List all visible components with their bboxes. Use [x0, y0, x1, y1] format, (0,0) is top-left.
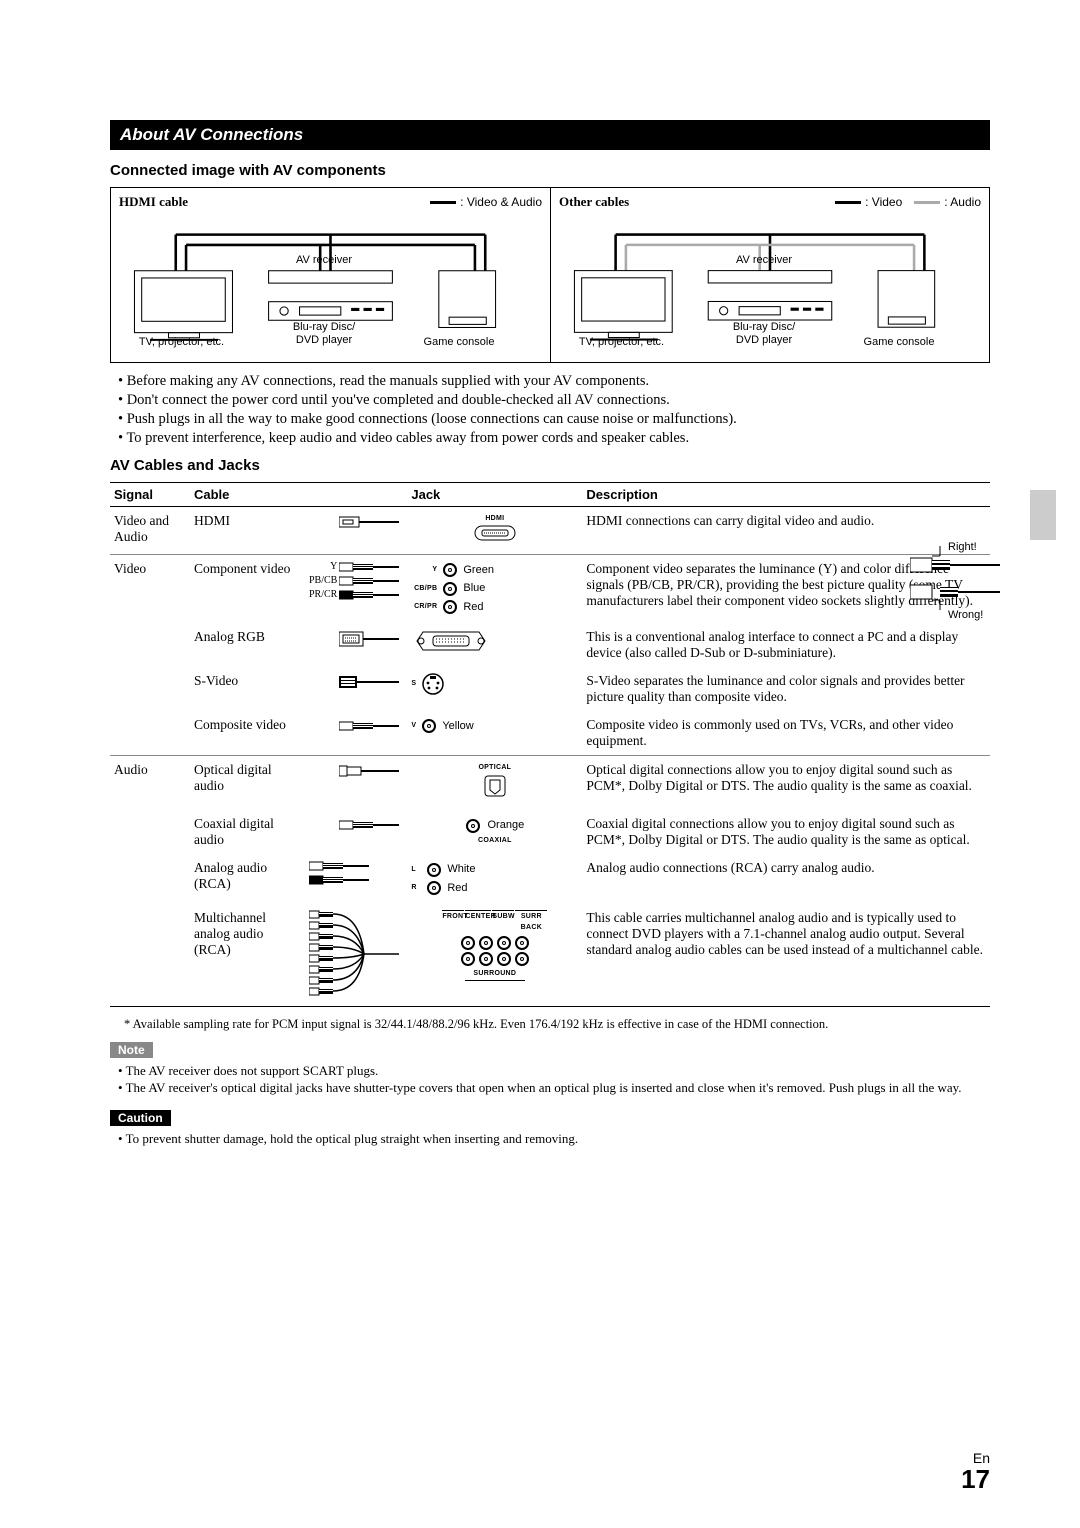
table-row: Analog RGB This is a conventional analog…	[110, 623, 990, 667]
diagram-other: Other cables : Video : Audio AV receiver…	[550, 188, 989, 362]
legend-va: : Video & Audio	[460, 195, 542, 209]
subheading-connected: Connected image with AV components	[110, 162, 990, 179]
note-1: The AV receiver does not support SCART p…	[110, 1063, 990, 1079]
cell-cable: HDMI	[190, 507, 305, 555]
cell-cable-icon	[305, 904, 407, 1007]
cables-table: Signal Cable Jack Description Video and …	[110, 482, 990, 1007]
cell-signal	[110, 904, 190, 1007]
cell-signal	[110, 810, 190, 854]
page-number: 17	[961, 1466, 990, 1492]
cell-jack	[407, 623, 582, 667]
connection-tips: Before making any AV connections, read t…	[110, 373, 800, 447]
th-desc: Description	[582, 483, 990, 507]
svg-text:Wrong!: Wrong!	[948, 609, 983, 621]
cell-jack: VYellow	[407, 711, 582, 756]
cell-desc: S-Video separates the luminance and colo…	[582, 667, 990, 711]
side-tab	[1030, 490, 1056, 540]
table-row: Multichannel analog audio (RCA) FRONTCEN…	[110, 904, 990, 1007]
cell-cable: Component video	[190, 554, 305, 623]
cell-desc: This cable carries multichannel analog a…	[582, 904, 990, 1007]
subheading-cables: AV Cables and Jacks	[110, 457, 990, 474]
table-row: Coaxial digital audio OrangeCOAXIAL Coax…	[110, 810, 990, 854]
other-title: Other cables	[559, 194, 629, 210]
cell-signal	[110, 711, 190, 756]
cell-cable: Analog RGB	[190, 623, 305, 667]
plug-diagram: Right! Wrong!	[910, 540, 1000, 628]
cell-jack: OrangeCOAXIAL	[407, 810, 582, 854]
caution-1: To prevent shutter damage, hold the opti…	[110, 1131, 990, 1147]
tip-4: To prevent interference, keep audio and …	[110, 430, 800, 447]
table-row: Composite video VYellow Composite video …	[110, 711, 990, 756]
cell-cable: Optical digital audio	[190, 755, 305, 810]
cell-cable: S-Video	[190, 667, 305, 711]
cell-desc: Composite video is commonly used on TVs,…	[582, 711, 990, 756]
cell-signal: Audio	[110, 755, 190, 810]
cell-cable: Analog audio (RCA)	[190, 854, 305, 903]
th-signal: Signal	[110, 483, 190, 507]
cell-cable-icon	[305, 623, 407, 667]
cell-signal	[110, 667, 190, 711]
caution-tag: Caution	[110, 1110, 171, 1126]
cell-cable: Multichannel analog audio (RCA)	[190, 904, 305, 1007]
cell-jack: S	[407, 667, 582, 711]
cell-cable-icon: YPB/CBPR/CR	[305, 554, 407, 623]
tip-3: Push plugs in all the way to make good c…	[110, 411, 800, 428]
cell-signal: Video	[110, 554, 190, 623]
pcm-footnote: * Available sampling rate for PCM input …	[110, 1017, 990, 1032]
cell-jack: FRONTCENTERSUBWSURR BACKSURROUND	[407, 904, 582, 1007]
cell-signal	[110, 854, 190, 903]
cell-jack: LWhiteRRed	[407, 854, 582, 903]
cell-desc: Coaxial digital connections allow you to…	[582, 810, 990, 854]
cell-cable-icon	[305, 854, 407, 903]
label-tv2: TV, projector, etc.	[564, 336, 679, 349]
legend-v: : Video	[865, 195, 902, 209]
note-tag: Note	[110, 1042, 153, 1058]
cell-jack: YGreenCB/PBBlueCR/PRRed	[407, 554, 582, 623]
label-receiver2: AV receiver	[724, 254, 804, 267]
table-row: Audio Optical digital audio OPTICAL Opti…	[110, 755, 990, 810]
diagram-hdmi: HDMI cable : Video & Audio AV r	[111, 188, 550, 362]
table-row: Video and Audio HDMI HDMI HDMI connectio…	[110, 507, 990, 555]
caution-list: To prevent shutter damage, hold the opti…	[110, 1131, 990, 1147]
cell-signal: Video and Audio	[110, 507, 190, 555]
cell-desc: Optical digital connections allow you to…	[582, 755, 990, 810]
legend-a: : Audio	[944, 195, 981, 209]
hdmi-title: HDMI cable	[119, 194, 188, 210]
note-2: The AV receiver's optical digital jacks …	[110, 1080, 990, 1096]
table-row: S-Video S S-Video separates the luminanc…	[110, 667, 990, 711]
label-receiver: AV receiver	[284, 254, 364, 267]
cell-cable-icon	[305, 810, 407, 854]
tip-2: Don't connect the power cord until you'v…	[110, 392, 800, 409]
cell-cable: Composite video	[190, 711, 305, 756]
table-row: Video Component video YPB/CBPR/CR YGreen…	[110, 554, 990, 623]
cell-cable-icon	[305, 755, 407, 810]
th-jack: Jack	[407, 483, 582, 507]
tip-1: Before making any AV connections, read t…	[110, 373, 800, 390]
section-header: About AV Connections	[110, 120, 990, 150]
page-footer: En 17	[961, 1450, 990, 1492]
cell-cable-icon	[305, 667, 407, 711]
label-console: Game console	[414, 336, 504, 349]
cell-desc: Analog audio connections (RCA) carry ana…	[582, 854, 990, 903]
cell-signal	[110, 623, 190, 667]
cell-cable: Coaxial digital audio	[190, 810, 305, 854]
svg-text:Right!: Right!	[948, 541, 977, 553]
cell-jack: HDMI	[407, 507, 582, 555]
cell-jack: OPTICAL	[407, 755, 582, 810]
table-row: Analog audio (RCA) LWhiteRRed Analog aud…	[110, 854, 990, 903]
th-cable: Cable	[190, 483, 407, 507]
label-console2: Game console	[854, 336, 944, 349]
connection-diagram: HDMI cable : Video & Audio AV r	[110, 187, 990, 363]
note-list: The AV receiver does not support SCART p…	[110, 1063, 990, 1096]
label-tv: TV, projector, etc.	[124, 336, 239, 349]
cell-desc: This is a conventional analog interface …	[582, 623, 990, 667]
cell-cable-icon	[305, 507, 407, 555]
cell-cable-icon	[305, 711, 407, 756]
label-bluray2: Blu-ray Disc/ DVD player	[709, 321, 819, 346]
label-bluray: Blu-ray Disc/ DVD player	[269, 321, 379, 346]
